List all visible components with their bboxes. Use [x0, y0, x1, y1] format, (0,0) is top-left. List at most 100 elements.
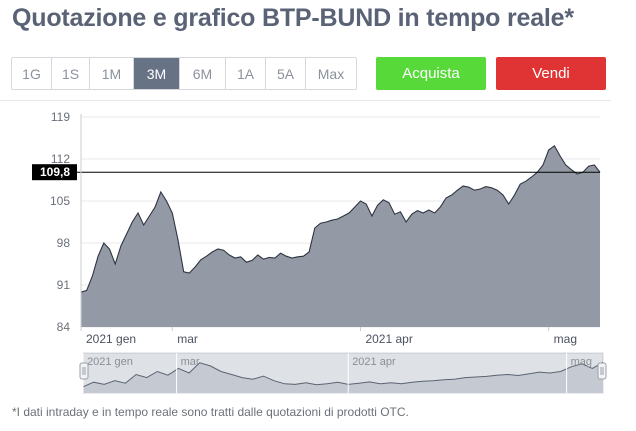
footnote: *I dati intraday e in tempo reale sono t… [12, 405, 409, 419]
buy-button[interactable]: Acquista [376, 57, 486, 90]
range-button-6m[interactable]: 6M [180, 58, 226, 89]
price-point [473, 189, 475, 191]
price-point [291, 257, 293, 259]
price-point [205, 255, 207, 257]
price-point [439, 206, 441, 208]
navigator-tick-label: mar [181, 356, 200, 368]
price-point [456, 189, 458, 191]
current-value-badge [32, 164, 77, 181]
navigator-tick-label: mag [571, 356, 592, 368]
price-point [479, 188, 481, 190]
price-point [428, 209, 430, 211]
x-tick-label: 2021 apr [365, 332, 412, 346]
price-point [371, 215, 373, 217]
range-button-max[interactable]: Max [306, 58, 356, 89]
plot-area [75, 144, 601, 327]
price-point [331, 219, 333, 221]
price-point [188, 272, 190, 274]
price-point [519, 183, 521, 185]
price-point [399, 211, 401, 213]
price-point [171, 212, 173, 214]
price-point [234, 257, 236, 259]
navigator[interactable]: 2021 gen mar 2021 apr mag [79, 352, 607, 394]
price-point [348, 212, 350, 214]
price-point [131, 221, 133, 223]
price-point [382, 199, 384, 201]
range-button-1g[interactable]: 1G [12, 58, 52, 89]
price-point [154, 206, 156, 208]
price-point [508, 203, 510, 205]
price-point [593, 164, 595, 166]
price-point [177, 239, 179, 241]
y-tick-label: 112 [51, 152, 70, 166]
price-point [411, 213, 413, 215]
price-point [251, 259, 253, 261]
price-point [490, 187, 492, 189]
navigator-selection[interactable] [83, 353, 603, 393]
price-point [548, 149, 550, 151]
price-point [451, 194, 453, 196]
price-point [125, 233, 127, 235]
range-button-5a[interactable]: 5A [266, 58, 306, 89]
price-point [553, 145, 555, 147]
price-point [319, 222, 321, 224]
x-tick-label: mar [177, 332, 198, 346]
price-point [405, 221, 407, 223]
price-point [388, 202, 390, 204]
price-point [86, 289, 88, 291]
price-point [394, 213, 396, 215]
price-point [217, 248, 219, 250]
y-tick-label: 105 [50, 194, 70, 208]
price-point [308, 251, 310, 253]
price-point [262, 258, 264, 260]
price-point [559, 155, 561, 157]
sell-button[interactable]: Vendi [496, 57, 606, 90]
price-point [542, 164, 544, 166]
price-point [279, 252, 281, 254]
range-selector: 1G 1S 1M 3M 6M 1A 5A Max [11, 57, 357, 90]
price-point [91, 275, 93, 277]
price-point [240, 256, 242, 258]
price-point [565, 164, 567, 166]
price-point [314, 227, 316, 229]
navigator-tick-label: 2021 gen [87, 356, 133, 368]
price-point [297, 256, 299, 258]
price-point [285, 255, 287, 257]
price-point [222, 249, 224, 251]
price-point [302, 255, 304, 257]
range-button-3m[interactable]: 3M [134, 58, 180, 89]
range-button-1m[interactable]: 1M [90, 58, 134, 89]
price-point [97, 255, 99, 257]
price-point [376, 204, 378, 206]
price-point [513, 194, 515, 196]
price-point [137, 212, 139, 214]
price-point [228, 254, 230, 256]
y-tick-label: 91 [57, 278, 71, 292]
price-point [183, 271, 185, 273]
navigator-area [83, 362, 603, 393]
y-tick-label: 119 [51, 110, 70, 124]
price-point [570, 169, 572, 171]
price-point [160, 191, 162, 193]
y-tick-label: 84 [57, 320, 71, 334]
price-point [416, 209, 418, 211]
price-point [194, 266, 196, 268]
navigator-handle-right-grip[interactable] [597, 362, 607, 380]
range-button-1s[interactable]: 1S [52, 58, 90, 89]
price-point [468, 186, 470, 188]
price-point [354, 206, 356, 208]
navigator-line [82, 361, 604, 388]
navigator-handle-left-grip[interactable] [79, 362, 89, 380]
price-point [257, 254, 259, 256]
price-point [359, 200, 361, 202]
price-point [336, 218, 338, 220]
range-button-1a[interactable]: 1A [226, 58, 266, 89]
price-point [502, 194, 504, 196]
x-tick-label: mag [554, 332, 577, 346]
navigator-handle-right[interactable] [597, 362, 607, 380]
price-point [114, 263, 116, 265]
x-tick-label: 2021 gen [86, 332, 136, 346]
price-point [274, 257, 276, 259]
price-point [525, 180, 527, 182]
navigator-handle-left[interactable] [79, 362, 89, 380]
